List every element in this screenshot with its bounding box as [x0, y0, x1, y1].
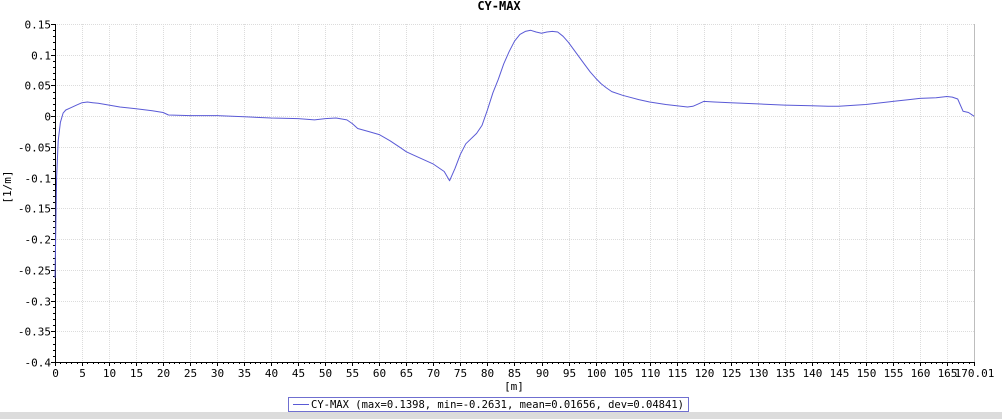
y-axis-label: [1/m] — [1, 170, 14, 203]
x-tick-label: 90 — [536, 367, 549, 380]
x-tick-label: 0 — [52, 367, 59, 380]
x-tick-label: 115 — [668, 367, 688, 380]
x-axis-label: [m] — [504, 380, 524, 393]
x-tick-label: 70 — [427, 367, 440, 380]
y-tick-label: -0.15 — [18, 203, 51, 216]
chart-title: CY-MAX — [477, 0, 521, 13]
y-tick-label: -0.35 — [18, 326, 51, 339]
x-tick-labels: 0 5 10 15 20 25 30 35 40 45 50 55 60 65 70 75 80 85 90 95 10… — [52, 367, 994, 380]
y-tick-label: -0.25 — [18, 265, 51, 278]
x-tick-label: 130 — [749, 367, 769, 380]
x-tick-label: 170.01 — [955, 367, 995, 380]
x-tick-label: 55 — [346, 367, 359, 380]
y-tick-label: -0.05 — [18, 142, 51, 155]
bottom-strip — [0, 412, 1002, 419]
y-tick-label: 0.1 — [31, 50, 51, 63]
y-tick-label: -0.1 — [25, 173, 52, 186]
x-tick-label: 145 — [830, 367, 850, 380]
x-tick-label: 95 — [563, 367, 576, 380]
x-tick-label: 155 — [884, 367, 904, 380]
y-tick-label: 0.15 — [25, 19, 52, 32]
x-tick-label: 30 — [211, 367, 224, 380]
x-tick-label: 65 — [400, 367, 413, 380]
legend-line-icon — [293, 404, 309, 405]
x-tick-label: 105 — [614, 367, 634, 380]
y-tick-labels: 0.15 0.1 0.05 0 -0.05 -0.1 -0.15 -0.2 -0.25 -0.3 -… — [18, 19, 51, 370]
series-line-0 — [54, 29, 975, 278]
x-tick-label: 135 — [776, 367, 796, 380]
x-tick-label: 60 — [373, 367, 386, 380]
x-tick-label: 80 — [481, 367, 494, 380]
y-tick-label: -0.3 — [25, 296, 52, 309]
x-tick-label: 5 — [79, 367, 86, 380]
x-tick-label: 50 — [319, 367, 332, 380]
x-tick-label: 110 — [641, 367, 661, 380]
grid — [55, 24, 975, 363]
x-tick-label: 85 — [508, 367, 521, 380]
x-tick-label: 20 — [157, 367, 170, 380]
legend-series-label: CY-MAX (max=0.1398, min=-0.2631, mean=0.… — [311, 398, 684, 411]
x-tick-label: 45 — [292, 367, 305, 380]
x-tick-label: 35 — [238, 367, 251, 380]
x-tick-label: 25 — [184, 367, 197, 380]
x-tick-label: 120 — [695, 367, 715, 380]
x-tick-label: 150 — [857, 367, 877, 380]
x-tick-label: 75 — [454, 367, 467, 380]
series-layer — [54, 29, 975, 278]
x-tick-label: 165 — [938, 367, 958, 380]
legend[interactable]: CY-MAX (max=0.1398, min=-0.2631, mean=0.… — [288, 397, 689, 412]
y-tick-label: -0.2 — [25, 234, 52, 247]
x-tick-label: 10 — [103, 367, 116, 380]
axes — [51, 24, 975, 366]
x-tick-label: 40 — [265, 367, 278, 380]
x-tick-label: 160 — [911, 367, 931, 380]
y-tick-label: -0.4 — [25, 357, 52, 370]
y-tick-label: 0.05 — [25, 80, 52, 93]
y-tick-label: 0 — [44, 111, 51, 124]
x-tick-label: 15 — [130, 367, 143, 380]
x-tick-label: 100 — [587, 367, 607, 380]
x-tick-label: 140 — [803, 367, 823, 380]
x-tick-label: 125 — [722, 367, 742, 380]
